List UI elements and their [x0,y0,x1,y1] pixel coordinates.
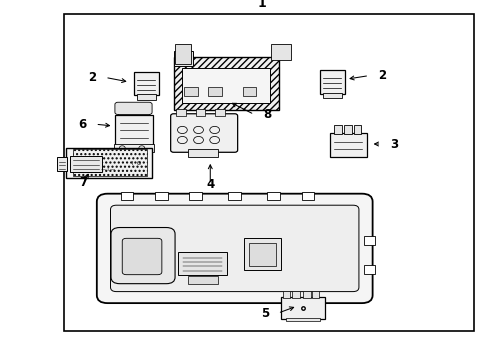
FancyBboxPatch shape [170,114,237,152]
Bar [343,125,351,134]
Bar [244,238,281,270]
Bar [137,94,156,100]
Bar [70,156,102,172]
Bar [364,236,374,245]
Bar [173,57,278,110]
Text: O: O [136,161,140,166]
FancyBboxPatch shape [110,205,358,292]
Bar [208,87,222,96]
Bar [301,192,314,200]
Bar [292,291,299,298]
Text: 5: 5 [260,307,268,320]
Bar [155,192,167,200]
Text: 3: 3 [389,138,398,150]
Bar [57,157,67,171]
Bar [182,68,269,103]
FancyBboxPatch shape [111,228,175,284]
Bar [311,291,319,298]
FancyBboxPatch shape [115,102,152,114]
Text: 6: 6 [78,118,86,131]
Bar [115,115,153,145]
Bar [228,192,241,200]
Bar [173,51,193,66]
Bar [285,318,320,321]
Bar [303,291,310,298]
Bar [267,192,280,200]
Bar [188,276,217,284]
Text: 2: 2 [88,71,96,84]
Bar [73,149,146,176]
Text: 7: 7 [79,176,87,189]
Bar [178,252,227,275]
Bar [242,87,256,96]
Bar [121,192,133,200]
Bar [183,87,197,96]
Bar [118,106,149,115]
FancyBboxPatch shape [122,238,162,275]
Bar [176,109,185,116]
Bar [320,70,344,94]
Bar [63,14,473,331]
Bar [271,44,290,60]
Bar [175,44,190,64]
Bar [188,149,217,157]
Bar [281,297,325,319]
Bar [195,109,205,116]
Bar [353,125,361,134]
Text: 2: 2 [377,69,386,82]
Bar [215,109,224,116]
Bar [329,133,366,157]
Text: — l —: — l — [101,167,114,172]
FancyBboxPatch shape [97,194,372,303]
Text: 1: 1 [257,0,265,10]
Bar [114,144,154,152]
Text: I: I [131,161,133,166]
Bar [282,291,289,298]
Bar [322,93,342,98]
Bar [134,72,159,95]
Text: 4: 4 [206,178,214,191]
Bar [66,148,151,178]
Text: 8: 8 [263,108,271,121]
Bar [333,125,341,134]
Bar [249,243,276,266]
Bar [364,265,374,274]
Bar [189,192,202,200]
